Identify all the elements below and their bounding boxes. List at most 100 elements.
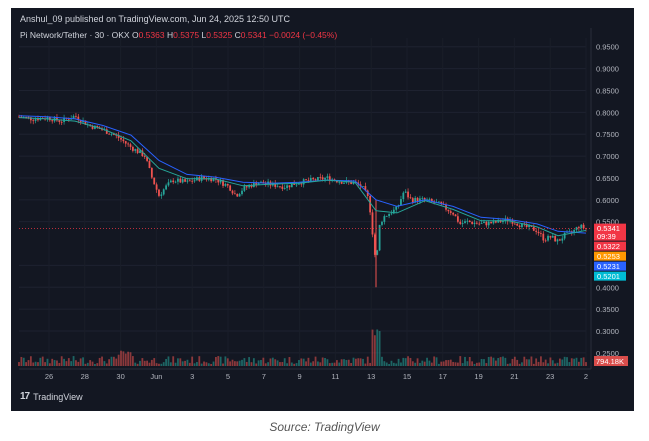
candle-body <box>248 185 251 188</box>
volume-bar <box>388 363 390 366</box>
volume-bar <box>478 362 481 366</box>
volume-bar <box>556 362 559 366</box>
candle-body <box>117 135 120 138</box>
candle-body <box>423 197 426 200</box>
y-tick-label: 0.9500 <box>596 43 619 52</box>
volume-bar <box>34 361 37 366</box>
volume-bar <box>79 358 82 366</box>
volume-bar <box>513 356 516 366</box>
volume-bar <box>324 357 326 366</box>
volume-bar <box>283 358 286 366</box>
volume-bar <box>41 356 44 366</box>
volume-bar <box>293 363 296 366</box>
volume-bar <box>58 362 61 366</box>
volume-bar <box>37 362 39 366</box>
volume-bar <box>53 360 56 366</box>
volume-bar <box>63 358 65 366</box>
candle-body <box>480 223 483 224</box>
candle-body <box>224 183 227 186</box>
volume-bar <box>67 358 70 366</box>
price-chart[interactable]: 0.9500 0.9000 0.8500 0.8000 0.7500 0.7000 0.65… <box>11 8 634 411</box>
candle-body <box>447 209 450 212</box>
candle-body <box>338 181 341 183</box>
volume-bar <box>511 358 514 366</box>
y-tick-label: 0.8000 <box>596 108 619 117</box>
volume-bar <box>480 358 483 366</box>
candle-body <box>419 198 421 202</box>
volume-bar <box>521 362 523 366</box>
volume-bar <box>354 358 357 366</box>
symbol-label: Pi Network/Tether · 30 · OKX <box>20 30 130 40</box>
volume-bar <box>585 362 587 366</box>
volume-bar <box>229 361 232 366</box>
volume-bar <box>364 363 367 366</box>
volume-bar <box>577 361 580 366</box>
candle-body <box>146 156 149 161</box>
volume-bar <box>148 362 151 366</box>
volume-bar <box>312 361 315 366</box>
candle-body <box>540 233 542 234</box>
volume-bar <box>165 358 167 366</box>
candle-body <box>364 186 367 191</box>
volume-bar <box>224 356 227 366</box>
volume-bar <box>549 357 552 366</box>
candle-body <box>255 182 258 185</box>
candle-body <box>473 222 476 224</box>
volume-bar <box>568 362 571 366</box>
volume-bar <box>371 329 374 366</box>
price-tag-value: 0.5231 <box>597 262 620 271</box>
x-tick-label: 5 <box>226 372 230 381</box>
volume-bar <box>98 357 101 366</box>
candle-body <box>177 178 179 182</box>
volume-bar <box>205 362 208 366</box>
volume-bar <box>442 361 445 366</box>
volume-bar <box>390 360 393 366</box>
volume-bar <box>124 353 127 366</box>
volume-bar <box>528 359 530 366</box>
candle-body <box>127 143 130 145</box>
candle-body <box>32 120 35 122</box>
volume-bar <box>181 361 184 366</box>
y-tick-label: 0.7000 <box>596 152 619 161</box>
candle-body <box>288 185 291 188</box>
publish-header: Anshul_09 published on TradingView.com, … <box>20 14 291 24</box>
candle-body <box>229 185 232 191</box>
close-value: 0.5341 <box>240 30 267 40</box>
candle-body <box>150 168 153 178</box>
x-tick-label: 7 <box>262 372 266 381</box>
candle-body <box>532 226 535 231</box>
volume-bar <box>22 357 25 366</box>
volume-bar <box>233 361 236 366</box>
volume-bar <box>409 357 412 366</box>
candle-body <box>286 185 288 189</box>
volume-bar <box>77 361 80 366</box>
y-tick-label: 0.6000 <box>596 196 619 205</box>
volume-bar <box>44 362 46 366</box>
candle-body <box>94 125 96 129</box>
volume-bar <box>115 358 118 366</box>
volume-bar <box>110 356 113 366</box>
candle-body <box>238 194 241 197</box>
volume-bar <box>385 362 388 366</box>
candle-body <box>274 182 277 187</box>
volume-bar <box>544 359 547 366</box>
x-tick-label: 11 <box>332 372 340 381</box>
candle-body <box>158 189 160 196</box>
candle-body <box>84 120 87 125</box>
volume-bar <box>134 362 137 366</box>
volume-bar <box>331 362 334 366</box>
candle-body <box>326 176 329 178</box>
candle-body <box>381 221 383 225</box>
volume-bar <box>146 360 149 366</box>
price-tag-box <box>594 223 626 241</box>
volume-bar <box>105 363 108 366</box>
volume-bar <box>345 359 348 366</box>
volume-bar <box>454 362 457 366</box>
candle-body <box>468 220 471 222</box>
volume-bar <box>219 356 222 366</box>
price-tag-box <box>594 271 626 281</box>
volume-bar <box>502 356 504 366</box>
candle-body <box>466 220 469 222</box>
volume-bar <box>383 361 386 366</box>
volume-bar <box>561 359 564 366</box>
